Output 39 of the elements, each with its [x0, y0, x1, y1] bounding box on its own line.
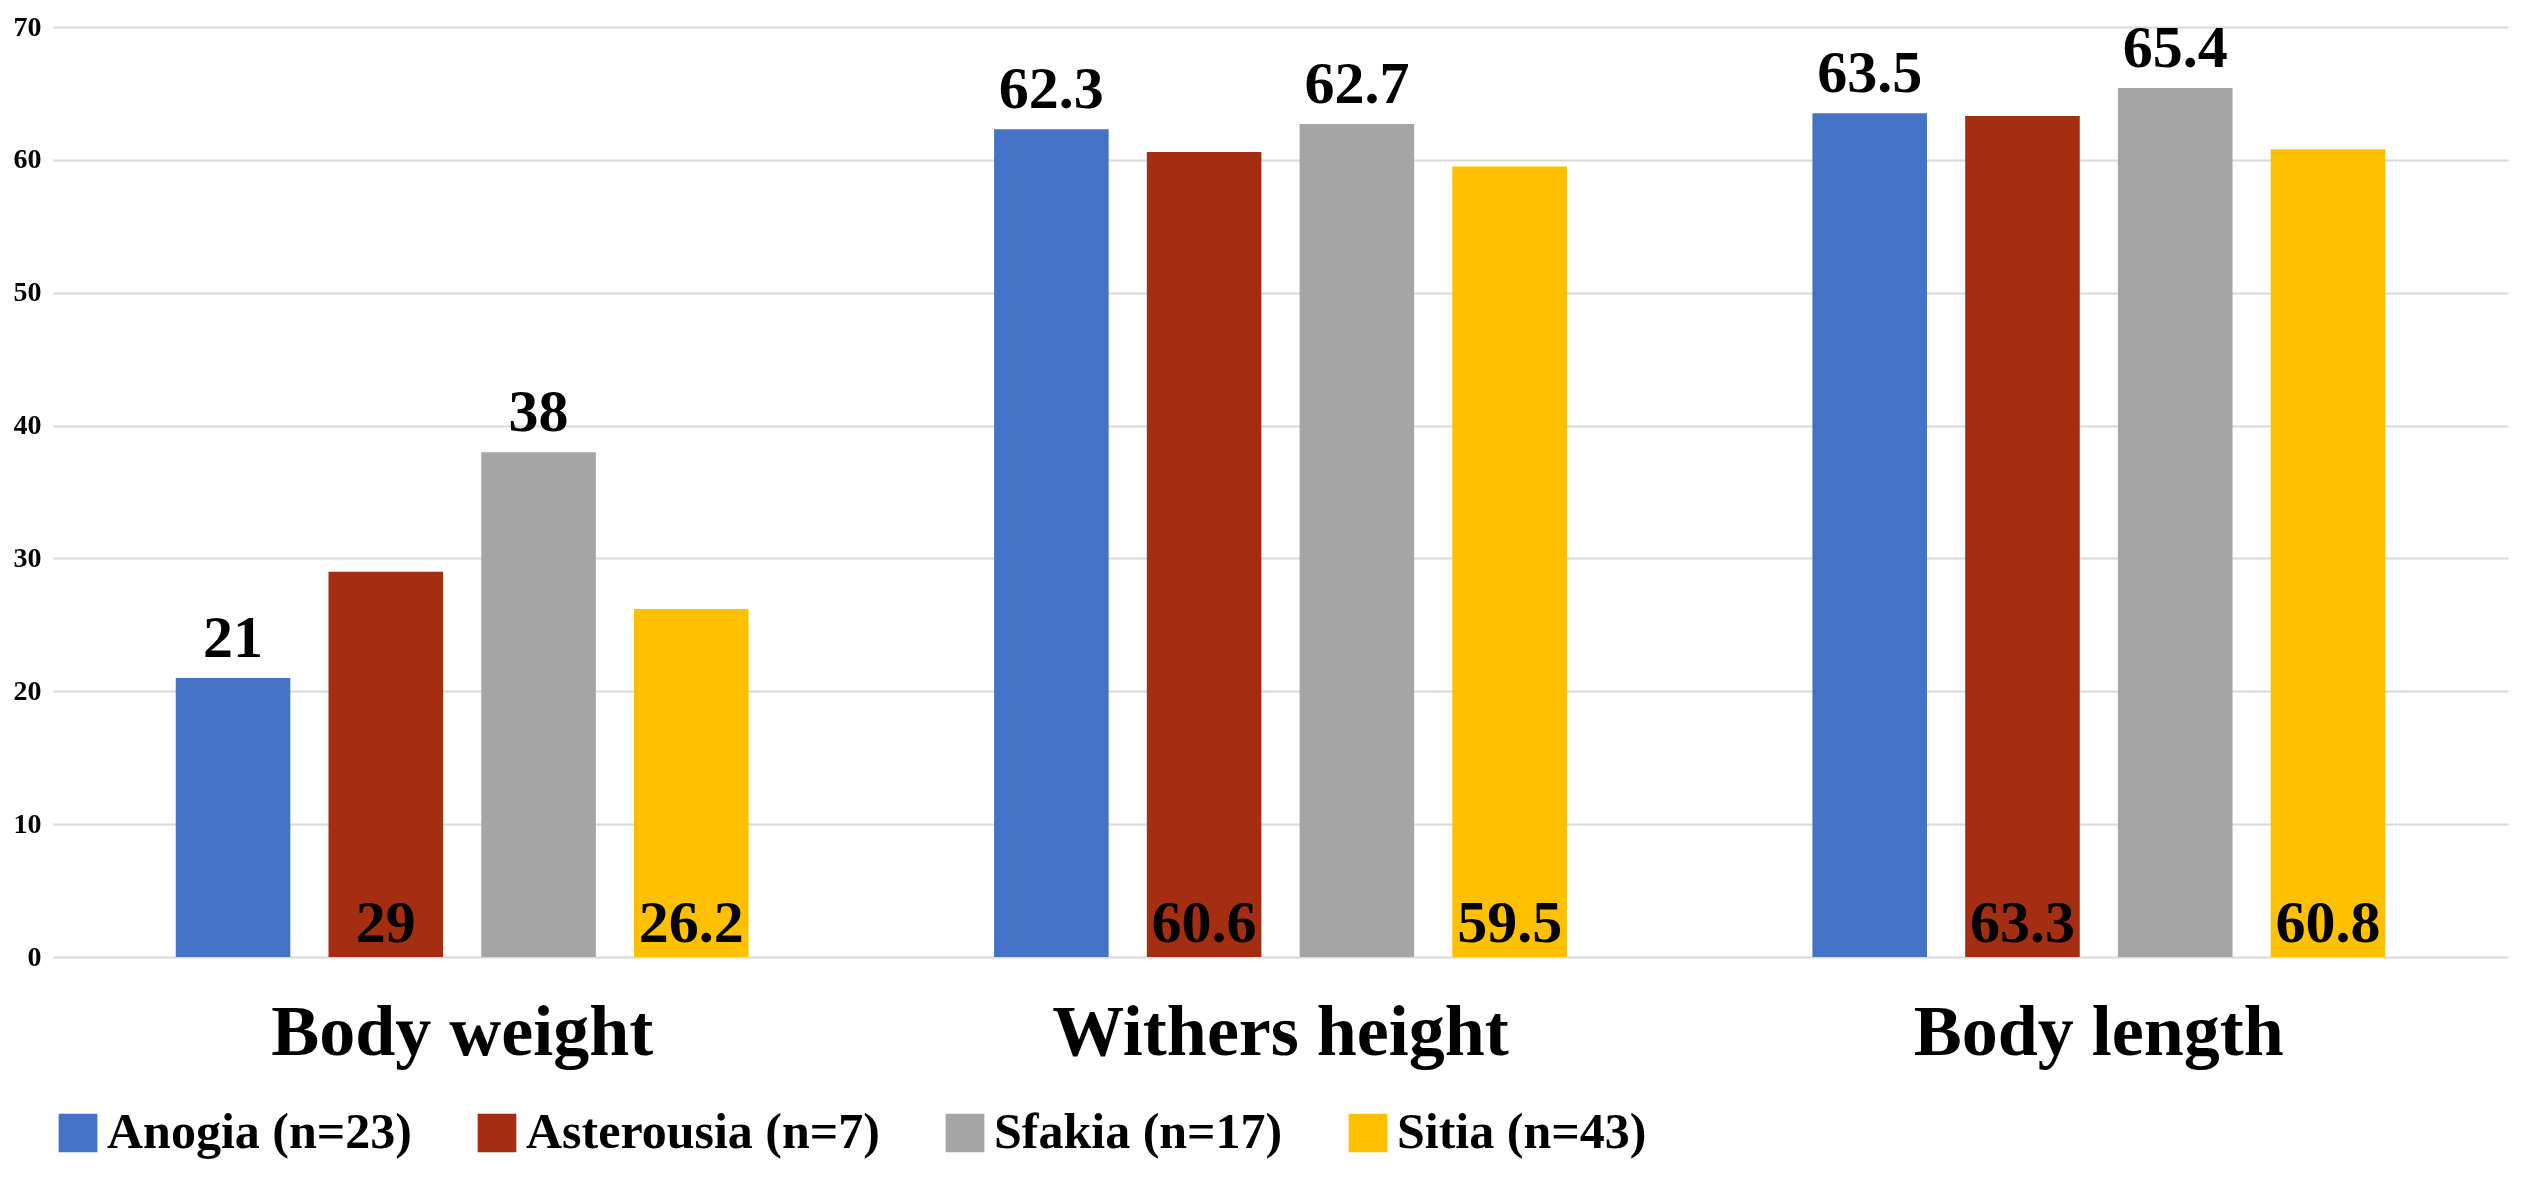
- legend-label: Anogia (n=23): [107, 1103, 412, 1159]
- data-label: 62.7: [1304, 49, 1410, 116]
- bar: [481, 452, 596, 957]
- data-label: 38: [508, 378, 569, 445]
- bar: [994, 129, 1109, 957]
- y-tick-label: 20: [13, 674, 42, 706]
- bar: [1146, 151, 1262, 957]
- data-label: 21: [203, 604, 264, 670]
- y-tick-label: 10: [13, 807, 42, 839]
- y-tick-label: 30: [13, 541, 42, 573]
- bar: [2117, 88, 2233, 957]
- y-tick-label: 50: [13, 276, 42, 308]
- legend-label: Sfakia (n=17): [994, 1103, 1283, 1159]
- y-tick-label: 70: [13, 10, 42, 42]
- data-label: 26.2: [638, 889, 744, 955]
- data-label: 60.8: [2275, 889, 2381, 955]
- bar: [1452, 166, 1567, 957]
- y-tick-label: 60: [13, 143, 42, 175]
- bar: [1965, 116, 2080, 957]
- data-label: 63.5: [1817, 39, 1923, 106]
- x-tick-label: Body weight: [271, 990, 654, 1071]
- data-label: 59.5: [1457, 889, 1563, 955]
- data-label: 62.3: [998, 55, 1104, 122]
- legend-label: Sitia (n=43): [1397, 1103, 1647, 1159]
- x-tick-label: Withers height: [1052, 990, 1509, 1071]
- bar: [2270, 149, 2386, 957]
- bar: [1299, 123, 1415, 957]
- data-label: 60.6: [1151, 889, 1257, 955]
- legend-label: Asterousia (n=7): [526, 1103, 880, 1159]
- bar: [175, 678, 291, 957]
- y-tick-label: 0: [27, 940, 42, 972]
- data-label: 29: [355, 889, 416, 955]
- bar: [328, 571, 444, 957]
- data-label: 63.3: [1969, 889, 2075, 955]
- data-label: 65.4: [2122, 14, 2228, 81]
- y-tick-label: 40: [13, 409, 42, 441]
- bar: [1812, 113, 1927, 957]
- bar: [634, 608, 749, 957]
- x-tick-label: Body length: [1913, 990, 2284, 1071]
